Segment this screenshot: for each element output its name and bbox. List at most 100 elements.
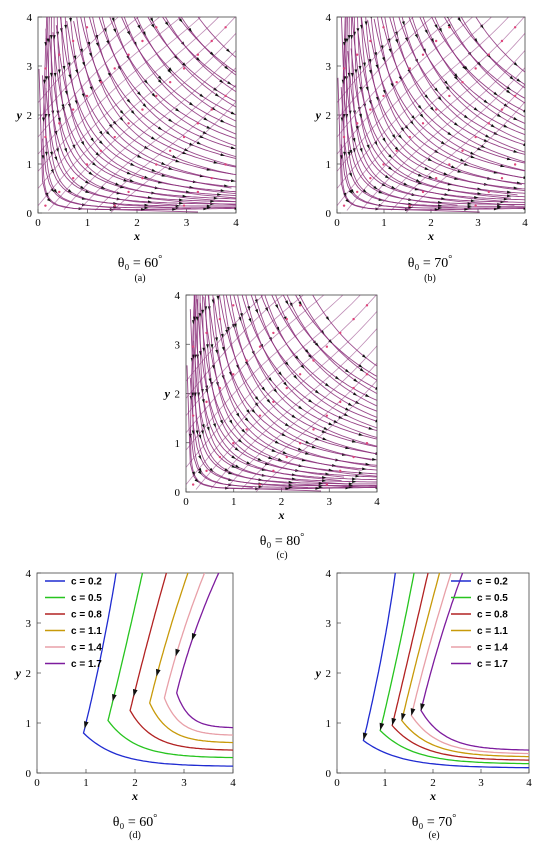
stream-arrow — [523, 143, 525, 146]
x-tick-label: 0 — [334, 217, 340, 229]
stream-seed-point — [434, 177, 438, 180]
stream-seed-point — [365, 442, 369, 445]
x-tick-label: 3 — [181, 777, 187, 789]
x-tick-label: 4 — [522, 217, 528, 229]
series-lines — [82, 573, 233, 767]
stream-line — [56, 17, 236, 203]
legend-entry: c = 1.1 — [71, 626, 102, 637]
stream-arrow — [262, 289, 265, 294]
stream-arrow — [53, 189, 58, 194]
stream-arrow — [351, 439, 357, 443]
stream-arrow — [115, 182, 120, 186]
stream-line — [76, 17, 230, 182]
stream-arrow — [527, 206, 531, 209]
stream-arrow — [202, 130, 208, 135]
stream-arrow — [49, 35, 53, 40]
stream-line — [80, 17, 236, 168]
stream-seed-point — [298, 373, 302, 376]
series-line-4 — [163, 573, 233, 736]
stream-arrow — [463, 162, 469, 166]
series-line-1 — [379, 573, 529, 765]
stream-lines — [38, 17, 236, 213]
series-arrow — [83, 721, 89, 729]
stream-line — [73, 21, 236, 176]
stream-arrow — [189, 102, 194, 106]
stream-seed-point — [352, 386, 355, 390]
theta-prefix: θ₀ = — [118, 256, 144, 271]
stream-arrow — [427, 157, 433, 162]
stream-arrow — [57, 117, 61, 123]
stream-seed-point — [155, 26, 158, 29]
stream-arrow — [288, 480, 293, 484]
stream-seed-point — [58, 190, 61, 194]
stream-arrow — [167, 68, 172, 74]
stream-line — [38, 17, 182, 155]
stream-arrow — [347, 151, 351, 157]
stream-arrow — [98, 140, 104, 145]
stream-arrow — [359, 113, 362, 119]
stream-line — [225, 345, 377, 489]
stream-seed-point — [500, 39, 504, 43]
x-tick-label: 0 — [334, 777, 340, 789]
stream-arrow — [404, 37, 408, 42]
stream-arrow — [241, 428, 246, 433]
stream-arrow — [227, 81, 232, 85]
stream-seed-point — [434, 108, 438, 111]
series-arrow — [410, 708, 416, 716]
stream-arrow — [428, 175, 433, 179]
stream-arrow — [350, 72, 354, 78]
stream-line — [351, 17, 525, 194]
stream-seed-point — [513, 163, 517, 166]
stream-seed-point — [325, 345, 329, 348]
stream-arrow — [480, 24, 484, 29]
stream-seed-point — [258, 345, 262, 348]
y-axis-label: y — [314, 108, 322, 122]
stream-arrow — [344, 368, 350, 373]
theta-degree: ° — [153, 813, 157, 824]
stream-line — [45, 28, 236, 203]
stream-arrow — [225, 329, 228, 335]
stream-arrow — [473, 107, 479, 111]
stream-arrow — [126, 171, 132, 175]
stream-arrow — [44, 151, 48, 157]
stream-arrow — [384, 174, 390, 179]
stream-arrow — [382, 446, 387, 449]
series-line-5 — [420, 573, 529, 751]
x-tick-label: 1 — [83, 777, 89, 789]
stream-arrow — [144, 175, 149, 179]
stream-arrow — [226, 48, 231, 53]
stream-seed-point — [369, 108, 372, 111]
stream-arrow — [297, 447, 303, 451]
stream-line — [112, 17, 236, 147]
stream-arrow — [353, 378, 358, 383]
stream-arrow — [305, 440, 310, 444]
stream-arrow — [157, 126, 163, 130]
stream-arrow — [530, 201, 534, 204]
stream-arrow — [188, 27, 192, 33]
stream-arrow — [229, 419, 233, 425]
stream-seed-point — [339, 331, 342, 335]
stream-arrow — [129, 179, 135, 183]
stream-seed-point — [272, 469, 275, 473]
stream-seed-point — [191, 414, 195, 417]
stream-arrow — [454, 75, 458, 81]
stream-arrow — [354, 69, 358, 74]
theta-caption: θ₀ = 70° — [408, 254, 452, 271]
stream-arrow — [352, 392, 358, 396]
series-line-0 — [362, 573, 529, 769]
stream-arrow — [415, 179, 421, 183]
stream-arrow — [137, 24, 141, 30]
stream-arrow — [414, 33, 418, 39]
y-tick-label: 3 — [326, 61, 332, 73]
series-line-0 — [82, 573, 233, 767]
stream-arrow — [209, 467, 214, 473]
stream-seed-point — [382, 94, 385, 98]
stream-arrow — [198, 434, 202, 440]
series-line-4 — [410, 573, 529, 755]
stream-line — [225, 295, 377, 448]
stream-arrow — [430, 38, 434, 43]
stream-arrow — [305, 451, 310, 455]
stream-arrow — [64, 147, 67, 153]
